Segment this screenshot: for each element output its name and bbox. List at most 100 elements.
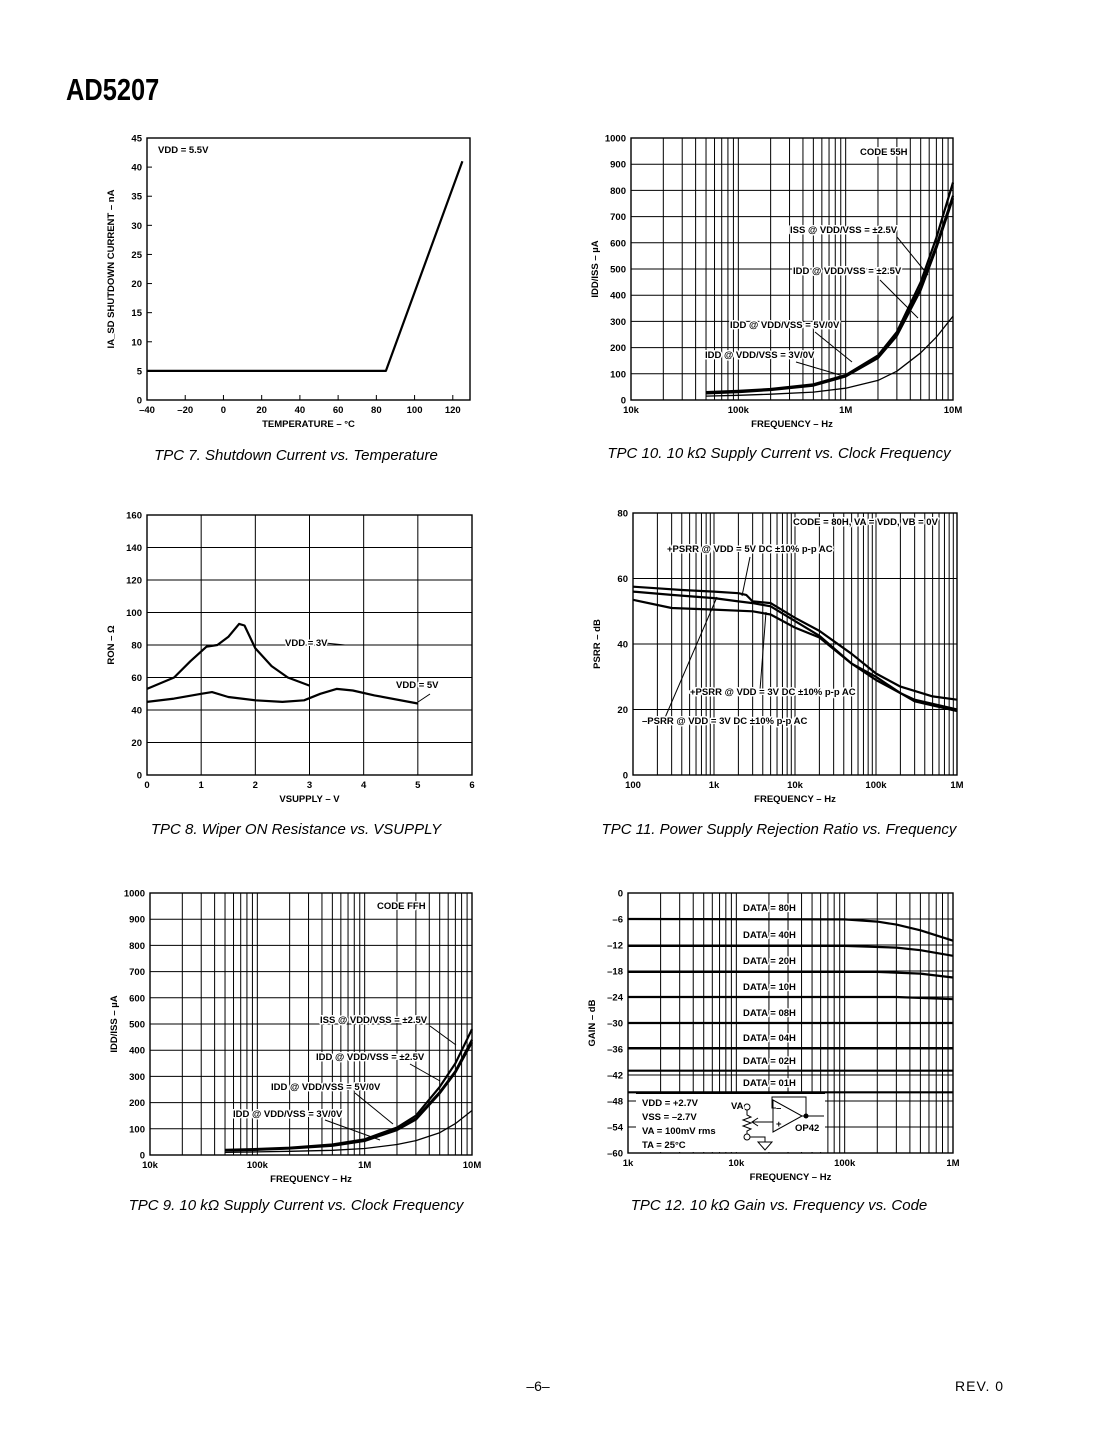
caption-tpc7: TPC 7. Shutdown Current vs. Temperature	[154, 447, 438, 464]
y-tick-label: 0	[618, 889, 623, 900]
y-tick-label: 25	[131, 250, 142, 261]
y-tick-label: –36	[607, 1045, 623, 1056]
y-tick-label: 800	[129, 941, 145, 952]
y-tick-label: 35	[131, 192, 142, 203]
y-tick-label: 0	[623, 771, 628, 782]
plot-frame	[146, 137, 471, 401]
plot-frame	[632, 512, 958, 776]
annotation-label: CODE 55H	[860, 147, 908, 158]
annotation-label: –PSRR @ VDD = 3V DC ±10% p-p AC	[642, 716, 808, 727]
y-tick-label: 600	[610, 238, 626, 249]
x-tick-label: 3	[307, 780, 312, 791]
leader-line	[429, 1025, 457, 1046]
annotation-label: TA = 25°C	[642, 1140, 686, 1151]
y-tick-label: 40	[617, 640, 628, 651]
resistor-icon	[741, 1110, 753, 1134]
y-tick-label: 0	[137, 396, 142, 407]
y-tick-label: 500	[129, 1020, 145, 1031]
chart-tpc9: 10k 100k 1M 10M 0 100 200 300 400 500 600 700 800 900…	[109, 889, 481, 1186]
x-axis-label: FREQUENCY – Hz	[751, 419, 833, 430]
series-line	[224, 1041, 473, 1152]
y-tick-label: 20	[131, 738, 142, 749]
series-line	[627, 917, 954, 942]
y-tick-label: 200	[610, 343, 626, 354]
y-tick-label: 15	[131, 308, 142, 319]
document-title: AD5207	[66, 72, 160, 107]
node-dot	[803, 1113, 809, 1119]
annotation-label: DATA = 20H	[743, 956, 796, 967]
y-tick-label: 20	[617, 705, 628, 716]
x-tick-label: 100	[625, 780, 641, 791]
y-tick-label: 60	[617, 574, 628, 585]
annotation-label: OP42	[795, 1123, 819, 1134]
series-line	[705, 315, 954, 397]
y-tick-label: 400	[129, 1046, 145, 1057]
y-tick-label: 800	[610, 186, 626, 197]
x-tick-label: 10k	[787, 780, 804, 791]
plot-frame	[149, 892, 473, 1156]
series-line	[628, 944, 954, 957]
annotation-label: DATA = 80H	[743, 903, 796, 914]
y-axis-label: IDD/ISS – µA	[109, 995, 120, 1052]
y-tick-label: 10	[131, 337, 142, 348]
x-tick-label: 60	[333, 405, 344, 416]
y-tick-label: 700	[129, 967, 145, 978]
y-tick-label: 40	[131, 706, 142, 717]
y-tick-label: –30	[607, 1019, 623, 1030]
y-tick-label: –60	[607, 1149, 623, 1160]
y-tick-label: 100	[126, 608, 142, 619]
x-tick-label: 10k	[142, 1160, 159, 1171]
y-tick-label: 100	[610, 369, 626, 380]
x-tick-label: 100k	[834, 1158, 856, 1169]
ground-icon	[750, 1136, 774, 1151]
wiper-arrow-icon	[751, 1117, 773, 1127]
y-tick-label: 80	[617, 509, 628, 520]
leader-line	[417, 693, 431, 703]
x-axis-label: VSUPPLY – V	[279, 794, 340, 805]
y-tick-label: 40	[131, 163, 142, 174]
page-number: –6–	[526, 1378, 550, 1394]
y-tick-label: 120	[126, 576, 142, 587]
x-tick-label: 4	[361, 780, 367, 791]
leader-line	[663, 596, 718, 721]
x-axis-label: FREQUENCY – Hz	[754, 794, 836, 805]
x-tick-label: 100k	[728, 405, 750, 416]
x-axis-label: FREQUENCY – Hz	[750, 1172, 832, 1183]
series-line	[632, 585, 958, 701]
y-tick-label: 900	[129, 915, 145, 926]
y-axis-label: IDD/ISS – µA	[590, 240, 601, 297]
y-axis-label: IA_SD SHUTDOWN CURRENT – nA	[106, 189, 117, 348]
series-line	[632, 598, 958, 713]
inset-box	[636, 1093, 825, 1152]
series-line	[147, 160, 464, 372]
y-tick-label: 300	[129, 1072, 145, 1083]
y-tick-label: 200	[129, 1098, 145, 1109]
leader-line	[409, 1063, 441, 1082]
series-line	[224, 1109, 473, 1154]
y-tick-label: 300	[610, 317, 626, 328]
y-tick-label: 20	[131, 279, 142, 290]
caption-tpc10: TPC 10. 10 kΩ Supply Current vs. Clock F…	[607, 445, 951, 462]
y-axis-label: PSRR – dB	[592, 619, 603, 669]
y-tick-label: –6	[612, 915, 623, 926]
plus-sign: +	[776, 1119, 782, 1130]
x-tick-label: 0	[144, 780, 149, 791]
y-tick-label: 80	[131, 641, 142, 652]
x-tick-label: 1M	[358, 1160, 371, 1171]
annotation-label: IDD @ VDD/VSS = 5V/0V	[271, 1082, 381, 1093]
leader-line	[814, 331, 853, 363]
annotation-label: IDD @ VDD/VSS = 3V/0V	[705, 350, 815, 361]
terminal-icon	[743, 1133, 751, 1141]
y-tick-label: 160	[126, 511, 142, 522]
x-tick-label: 10M	[944, 405, 963, 416]
x-tick-label: 1k	[709, 780, 720, 791]
y-tick-label: 30	[131, 221, 142, 232]
annotation-label: IDD @ VDD/VSS = 5V/0V	[730, 320, 840, 331]
x-tick-label: 10k	[623, 405, 640, 416]
y-tick-label: 0	[140, 1151, 145, 1162]
leader-line	[795, 361, 841, 376]
x-tick-label: 100k	[247, 1160, 269, 1171]
annotation-label: VDD = 3V	[285, 638, 328, 649]
y-axis-label: GAIN – dB	[587, 999, 598, 1046]
